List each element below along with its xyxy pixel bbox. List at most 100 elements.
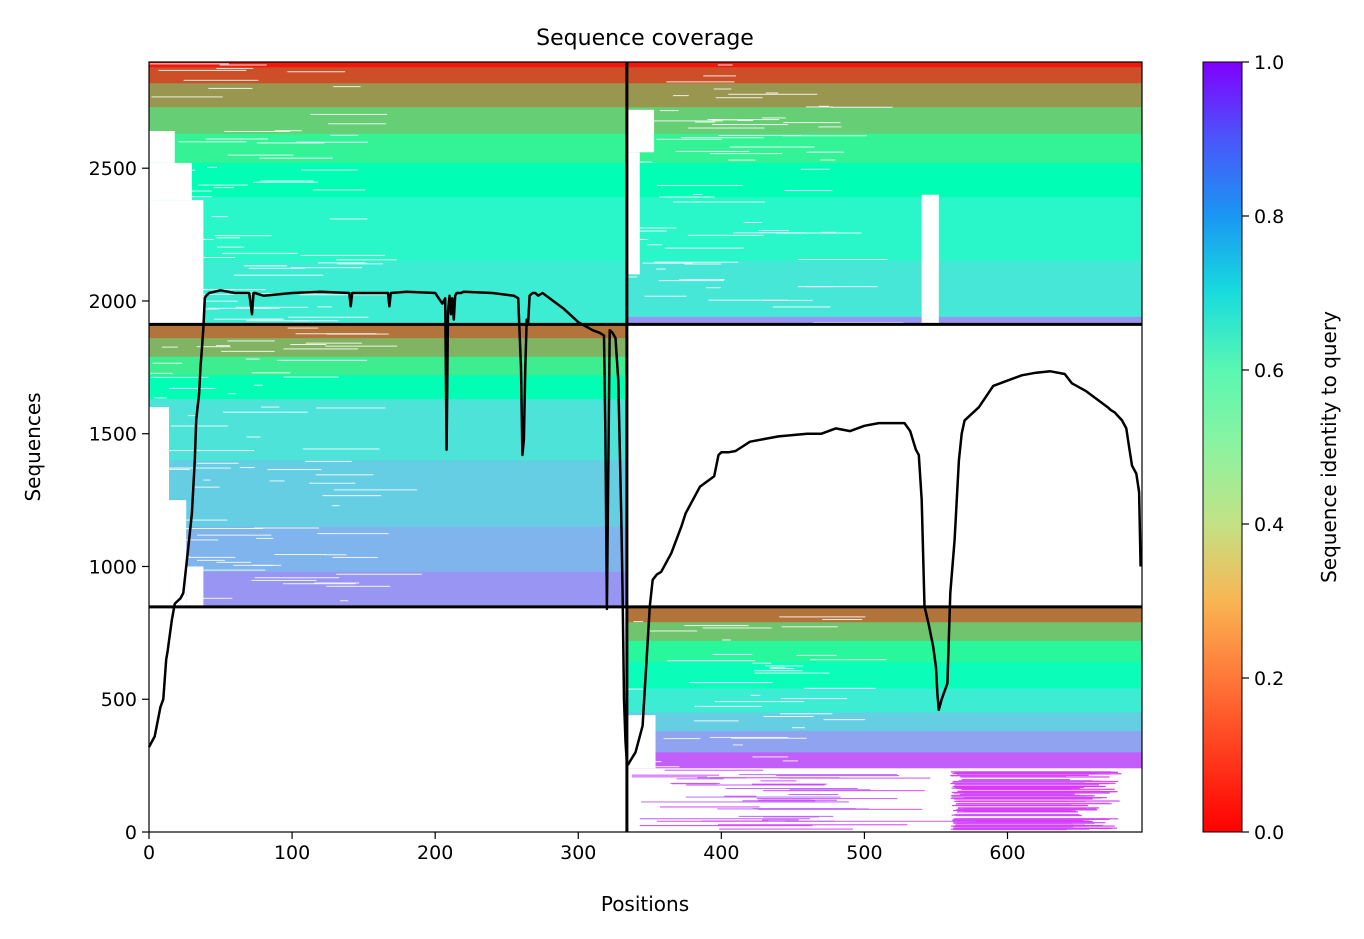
colorbar-tick-label: 0.2	[1254, 668, 1284, 690]
gap-streak	[729, 146, 815, 148]
low-identity-hit	[961, 779, 1070, 781]
gap-streak	[718, 134, 802, 136]
gap-streak	[227, 340, 275, 342]
gap-streak	[656, 138, 723, 140]
gap-region	[149, 131, 175, 163]
gap-streak	[194, 569, 266, 571]
low-identity-hit	[760, 801, 849, 803]
gap-streak	[152, 362, 182, 364]
low-identity-hit	[951, 814, 1069, 816]
gap-streak	[758, 230, 789, 232]
gap-streak	[260, 406, 280, 408]
low-identity-hit	[950, 795, 1095, 797]
x-tick-label: 100	[274, 842, 310, 864]
gap-streak	[179, 169, 196, 171]
gap-streak	[196, 559, 225, 561]
heatmap-band	[626, 261, 1142, 318]
gap-streak	[326, 585, 391, 587]
gap-streak	[743, 221, 762, 223]
low-identity-hit	[961, 788, 1115, 790]
low-identity-hit	[762, 819, 799, 821]
y-tick-label: 0	[125, 822, 137, 844]
gap-streak	[781, 626, 838, 628]
low-identity-hit	[739, 774, 898, 776]
gap-streak	[737, 119, 754, 121]
gap-streak	[211, 216, 228, 218]
gap-streak	[235, 306, 308, 308]
gap-streak	[251, 579, 317, 581]
gap-streak	[252, 181, 319, 183]
y-tick-label: 500	[101, 689, 137, 711]
gap-streak	[707, 119, 780, 121]
low-identity-hit	[963, 818, 1106, 820]
gap-streak	[158, 69, 247, 71]
gap-streak	[693, 720, 739, 722]
low-identity-hit	[956, 804, 1087, 807]
gap-streak	[254, 577, 340, 579]
low-identity-hit	[631, 774, 719, 776]
heatmap-band	[149, 162, 627, 198]
low-identity-hit	[757, 799, 837, 801]
gap-streak	[228, 393, 237, 395]
gap-streak	[317, 533, 389, 535]
gap-streak	[283, 376, 339, 378]
gap-streak	[654, 261, 739, 263]
gap-streak	[170, 425, 228, 427]
heatmap-band	[149, 107, 627, 135]
gap-streak	[178, 141, 247, 143]
gap-streak	[219, 64, 267, 66]
low-identity-hit	[671, 783, 717, 785]
gap-streak	[689, 682, 773, 684]
low-identity-hit	[719, 828, 853, 830]
low-identity-hit	[953, 827, 1117, 829]
gap-streak	[198, 184, 248, 186]
gap-streak	[205, 138, 269, 140]
heatmap-band	[626, 83, 1142, 108]
heatmap-band	[626, 62, 1142, 68]
gap-streak	[282, 583, 356, 585]
gap-streak	[692, 193, 703, 195]
gap-streak	[251, 372, 291, 374]
gap-streak	[782, 760, 799, 762]
heatmap-band	[626, 752, 1142, 769]
gap-streak	[181, 196, 212, 198]
gap-streak	[800, 168, 830, 170]
gap-streak	[317, 306, 332, 308]
gap-streak	[305, 342, 362, 344]
y-axis-label: Sequences	[21, 392, 45, 501]
y-tick-label: 1500	[89, 424, 137, 446]
gap-streak	[631, 766, 680, 768]
gap-streak	[633, 621, 644, 623]
low-identity-hit	[963, 793, 1075, 795]
gap-streak	[752, 662, 772, 664]
low-identity-hit	[955, 782, 1074, 784]
heatmap-band	[626, 316, 1142, 325]
low-identity-hit	[954, 784, 1099, 786]
gap-streak	[243, 265, 288, 267]
gap-streak	[216, 67, 254, 69]
x-tick-label: 400	[703, 842, 739, 864]
gap-streak	[714, 701, 804, 703]
gap-streak	[763, 715, 814, 717]
low-identity-hit	[957, 807, 1100, 809]
gap-streak	[783, 122, 841, 124]
heatmap-band	[626, 712, 1142, 732]
colorbar-ticks: 0.0 0.2 0.4 0.6 0.8 1.0	[1242, 52, 1284, 844]
gap-streak	[329, 218, 368, 220]
low-identity-hit	[950, 797, 1074, 799]
x-tick-label: 500	[846, 842, 882, 864]
gap-streak	[733, 232, 806, 234]
gap-region	[626, 109, 655, 153]
gap-streak	[191, 300, 238, 302]
gap-region	[186, 566, 204, 607]
gap-streak	[659, 110, 679, 112]
gap-streak	[245, 358, 260, 360]
gap-streak	[172, 556, 190, 558]
low-identity-hit	[701, 820, 769, 822]
colorbar	[1202, 61, 1243, 833]
gap-streak	[806, 151, 845, 153]
colorbar-label: Sequence identity to query	[1317, 311, 1341, 583]
low-identity-hit	[953, 820, 1093, 823]
gap-streak	[722, 812, 762, 814]
gap-streak	[310, 113, 388, 115]
